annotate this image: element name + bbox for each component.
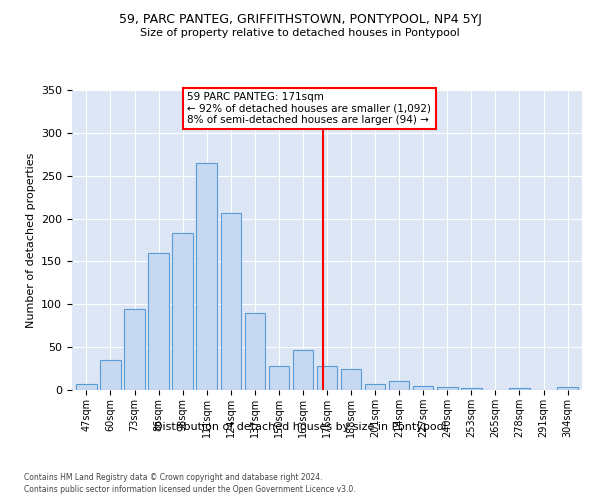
Bar	[461, 388, 482, 390]
Bar	[557, 388, 578, 390]
Bar	[389, 382, 409, 390]
Bar	[269, 366, 289, 390]
Bar	[245, 313, 265, 390]
Bar	[196, 163, 217, 390]
Text: 59 PARC PANTEG: 171sqm
← 92% of detached houses are smaller (1,092)
8% of semi-d: 59 PARC PANTEG: 171sqm ← 92% of detached…	[187, 92, 431, 125]
Bar	[124, 308, 145, 390]
Bar	[100, 360, 121, 390]
Bar	[172, 233, 193, 390]
Text: Distribution of detached houses by size in Pontypool: Distribution of detached houses by size …	[154, 422, 446, 432]
Bar	[317, 366, 337, 390]
Text: Size of property relative to detached houses in Pontypool: Size of property relative to detached ho…	[140, 28, 460, 38]
Text: 59, PARC PANTEG, GRIFFITHSTOWN, PONTYPOOL, NP4 5YJ: 59, PARC PANTEG, GRIFFITHSTOWN, PONTYPOO…	[119, 12, 481, 26]
Bar	[509, 388, 530, 390]
Bar	[365, 384, 385, 390]
Text: Contains HM Land Registry data © Crown copyright and database right 2024.: Contains HM Land Registry data © Crown c…	[24, 472, 323, 482]
Text: Contains public sector information licensed under the Open Government Licence v3: Contains public sector information licen…	[24, 485, 356, 494]
Bar	[437, 388, 458, 390]
Bar	[221, 212, 241, 390]
Bar	[148, 253, 169, 390]
Bar	[341, 368, 361, 390]
Bar	[76, 384, 97, 390]
Bar	[413, 386, 433, 390]
Y-axis label: Number of detached properties: Number of detached properties	[26, 152, 35, 328]
Bar	[293, 350, 313, 390]
